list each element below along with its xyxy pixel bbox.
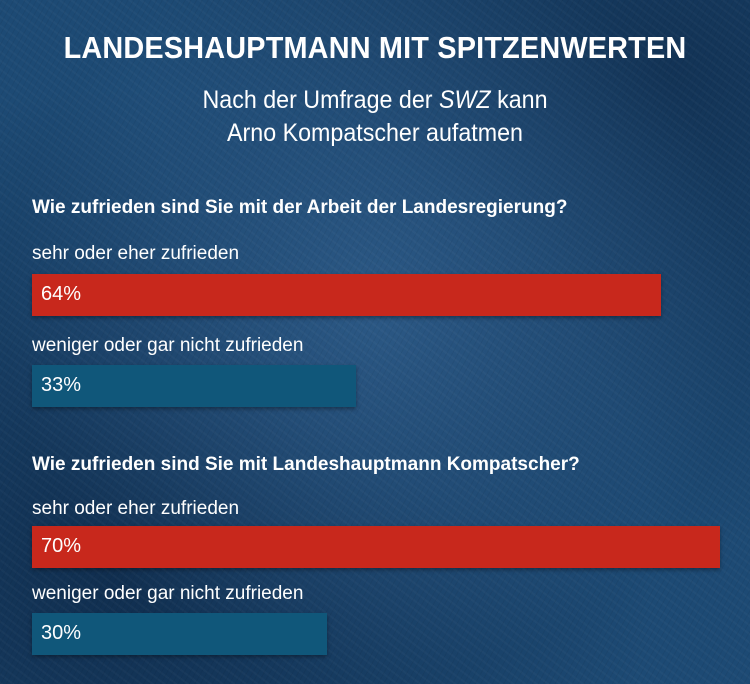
question-1-bar-positive-value: 64% xyxy=(41,283,82,305)
question-1-bar-positive: 64% xyxy=(32,274,661,316)
question-2-bar-negative: 30% xyxy=(32,613,327,655)
question-2-category-1-label: sehr oder eher zufrieden xyxy=(32,498,240,519)
question-2-bar-negative-value: 30% xyxy=(41,622,82,644)
question-2-bar-positive-value: 70% xyxy=(41,535,82,557)
question-1-bar-negative: 33% xyxy=(32,365,356,407)
subtitle-text-post: kann xyxy=(490,86,548,114)
question-2-title: Wie zufrieden sind Sie mit Landeshauptma… xyxy=(32,454,580,475)
subtitle-publication: SWZ xyxy=(438,86,491,114)
question-2-bar-positive: 70% xyxy=(32,526,720,568)
question-1-category-2-label: weniger oder gar nicht zufrieden xyxy=(32,335,304,356)
subtitle-text-pre: Nach der Umfrage der xyxy=(202,86,439,114)
question-1-category-1-label: sehr oder eher zufrieden xyxy=(32,243,240,264)
question-1-title: Wie zufrieden sind Sie mit der Arbeit de… xyxy=(32,197,568,218)
question-2-category-2-label: weniger oder gar nicht zufrieden xyxy=(32,583,304,604)
page-title: LANDESHAUPTMANN MIT SPITZENWERTEN xyxy=(63,30,687,65)
subtitle-line-2: Arno Kompatscher aufatmen xyxy=(227,119,523,147)
subtitle-line-1: Nach der Umfrage der SWZ kann xyxy=(26,84,724,117)
question-1-bar-negative-value: 33% xyxy=(41,374,82,396)
page-subtitle: Nach der Umfrage der SWZ kann Arno Kompa… xyxy=(26,84,724,150)
